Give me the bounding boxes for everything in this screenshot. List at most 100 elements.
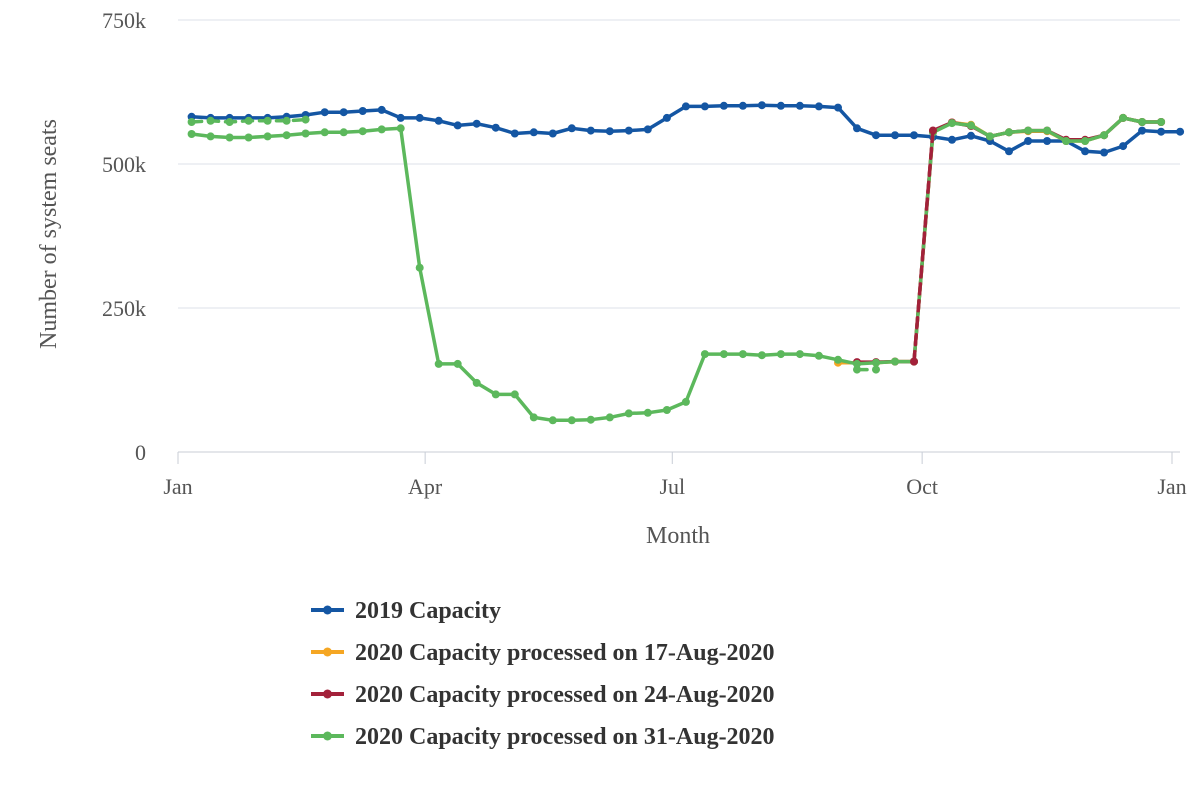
x-tick-label: Jan	[163, 474, 192, 499]
data-point	[757, 351, 766, 360]
data-point	[1138, 126, 1147, 135]
legend-label: 2020 Capacity processed on 17-Aug-2020	[355, 640, 775, 666]
data-point	[872, 358, 880, 367]
data-point	[948, 135, 956, 144]
data-point	[605, 127, 614, 136]
data-point	[891, 131, 899, 140]
data-point	[472, 378, 481, 387]
data-point	[472, 119, 481, 128]
data-point	[529, 128, 538, 137]
data-point	[263, 116, 272, 125]
data-point	[225, 133, 234, 142]
series-3	[187, 113, 1166, 425]
series-1	[834, 113, 1166, 367]
data-point	[700, 350, 709, 359]
data-point	[548, 129, 557, 138]
data-point	[301, 115, 310, 124]
y-axis-ticks: 0 250k 500k 750k	[102, 8, 146, 465]
data-point	[187, 130, 196, 138]
data-point	[548, 416, 557, 425]
series-layer	[187, 101, 1185, 425]
data-point	[681, 397, 690, 406]
data-point	[776, 350, 785, 359]
data-point	[910, 357, 918, 366]
data-point	[244, 133, 253, 142]
legend-marker	[323, 605, 332, 615]
data-point	[377, 125, 386, 134]
data-point	[263, 132, 272, 141]
data-point	[967, 121, 975, 130]
data-point	[814, 102, 823, 111]
data-point	[624, 409, 633, 418]
data-point	[853, 359, 861, 368]
data-point	[719, 350, 728, 359]
series-6	[910, 126, 937, 366]
data-point	[510, 129, 519, 138]
data-point	[1024, 137, 1033, 145]
data-point	[339, 108, 348, 117]
data-point	[662, 113, 671, 122]
legend-marker	[323, 731, 332, 741]
data-point	[1157, 127, 1166, 136]
data-point	[757, 101, 766, 110]
data-point	[643, 408, 652, 417]
y-tick-label: 500k	[102, 152, 146, 177]
data-point	[491, 390, 500, 399]
data-point	[358, 107, 367, 115]
legend-item: 2020 Capacity processed on 24-Aug-2020	[311, 682, 775, 708]
legend-item: 2020 Capacity processed on 17-Aug-2020	[311, 640, 775, 666]
data-point	[187, 118, 196, 126]
data-point	[1043, 137, 1052, 145]
data-point	[396, 124, 405, 133]
x-tick-label: Oct	[906, 474, 938, 499]
data-point	[510, 390, 519, 399]
data-point	[225, 118, 234, 126]
data-point	[986, 132, 994, 141]
data-point	[491, 123, 500, 132]
data-point	[738, 350, 747, 359]
data-point	[206, 132, 215, 141]
data-point	[301, 129, 310, 138]
series-0	[187, 101, 1185, 157]
series-line	[912, 128, 935, 364]
data-point	[605, 413, 614, 422]
series-5	[853, 365, 880, 374]
y-tick-label: 250k	[102, 296, 146, 321]
data-point	[891, 357, 899, 366]
data-point	[624, 126, 633, 135]
data-point	[662, 406, 671, 414]
data-point	[738, 101, 747, 110]
data-point	[1119, 113, 1128, 122]
data-point	[586, 415, 595, 424]
x-axis-ticks: Jan Apr Jul Oct Jan	[163, 452, 1187, 499]
data-point	[453, 359, 462, 368]
data-point	[358, 127, 367, 136]
data-point	[719, 101, 728, 110]
legend-label: 2020 Capacity processed on 24-Aug-2020	[355, 682, 775, 708]
data-point	[853, 124, 861, 133]
data-point	[1100, 131, 1109, 140]
data-point	[415, 113, 424, 122]
data-point	[282, 116, 291, 125]
data-point	[967, 131, 975, 140]
data-point	[567, 416, 576, 425]
legend-item: 2020 Capacity processed on 31-Aug-2020	[311, 724, 775, 750]
data-point	[1100, 148, 1109, 157]
data-point	[795, 350, 804, 359]
data-point	[1119, 142, 1128, 151]
data-point	[377, 105, 386, 114]
data-point	[320, 128, 329, 137]
data-point	[834, 355, 842, 364]
data-point	[643, 125, 652, 134]
data-point	[453, 121, 462, 130]
data-point	[948, 119, 956, 128]
data-point	[795, 101, 804, 110]
gridlines	[178, 19, 1180, 309]
data-point	[1005, 128, 1013, 137]
x-tick-label: Jul	[659, 474, 685, 499]
data-point	[206, 116, 215, 125]
data-point	[244, 116, 253, 125]
data-point	[814, 351, 823, 360]
x-tick-label: Apr	[408, 474, 443, 499]
